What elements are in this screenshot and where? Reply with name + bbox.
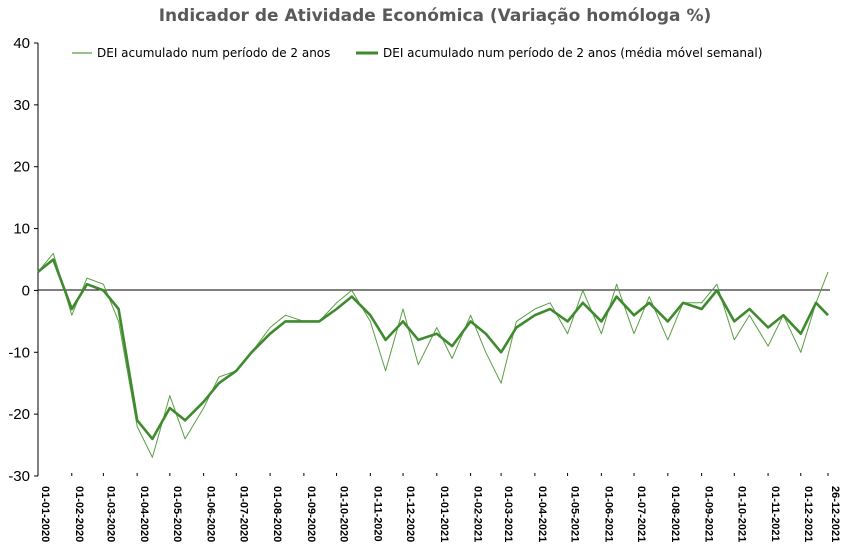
y-tick-label: 0 xyxy=(22,282,30,299)
y-ticks: 40 30 20 10 0 -10 -20 -30 xyxy=(8,35,38,485)
x-tick-label: 01-05-2021 xyxy=(569,486,581,542)
x-tick-label: 01-02-2021 xyxy=(472,486,484,542)
series-line-daily xyxy=(37,252,829,458)
x-tick-label: 01-08-2021 xyxy=(669,486,681,542)
x-tick-label: 01-11-2021 xyxy=(769,486,781,542)
x-tick-label: 01-06-2021 xyxy=(602,486,614,542)
x-tick-label: 01-09-2021 xyxy=(703,486,715,542)
x-tick-label: 01-04-2020 xyxy=(138,486,150,542)
legend-label-weekly: DEI acumulado num período de 2 anos (méd… xyxy=(383,46,762,60)
series-layer xyxy=(37,252,829,458)
x-tick-label: 01-03-2020 xyxy=(104,486,116,542)
x-tick-label: 01-02-2020 xyxy=(73,486,85,542)
x-tick-label: 01-05-2020 xyxy=(171,486,183,542)
legend-label-daily: DEI acumulado num período de 2 anos xyxy=(97,46,330,60)
x-tick-label: 01-07-2021 xyxy=(635,486,647,542)
axes xyxy=(37,43,830,476)
x-tick-label: 01-11-2020 xyxy=(371,486,383,542)
legend: DEI acumulado num período de 2 anos DEI … xyxy=(72,46,762,60)
x-tick-label: 01-10-2021 xyxy=(735,486,747,542)
x-tick-label: 01-12-2021 xyxy=(802,486,814,542)
x-tick-label: 01-01-2021 xyxy=(438,486,450,542)
x-tick-label: 01-01-2020 xyxy=(39,486,51,542)
x-tick-label: 01-12-2020 xyxy=(404,486,416,542)
y-tick-label: 40 xyxy=(13,35,30,52)
x-tick-label: 01-04-2021 xyxy=(536,486,548,542)
chart-title: Indicador de Atividade Económica (Variaç… xyxy=(158,6,712,26)
x-tick-label: 01-09-2020 xyxy=(305,486,317,542)
x-tick-label: 01-08-2020 xyxy=(271,486,283,542)
x-tick-label: 01-06-2020 xyxy=(205,486,217,542)
x-tick-label: 01-07-2020 xyxy=(237,486,249,542)
y-tick-label: -20 xyxy=(8,406,30,423)
series-line-weekly-average xyxy=(37,258,829,441)
x-tick-label: 26-12-2021 xyxy=(829,486,841,542)
y-tick-label: 20 xyxy=(13,159,30,176)
y-tick-label: 10 xyxy=(13,221,30,238)
y-tick-label: -30 xyxy=(8,468,30,485)
y-tick-label: -10 xyxy=(8,344,30,361)
x-tick-label: 01-03-2021 xyxy=(502,486,514,542)
x-ticks: 01-01-2020 01-02-2020 01-03-2020 01-04-2020… xyxy=(37,473,841,542)
y-tick-label: 30 xyxy=(13,97,30,114)
x-tick-label: 01-10-2020 xyxy=(338,486,350,542)
